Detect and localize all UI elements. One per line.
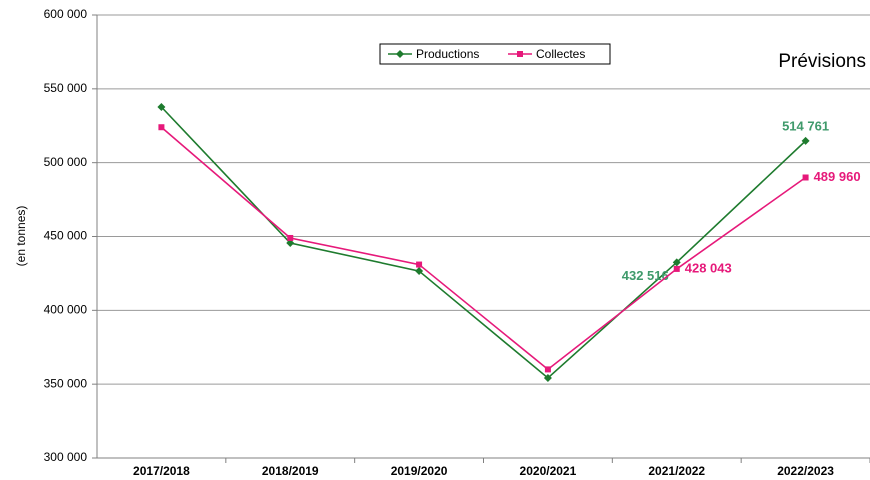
legend-box [379,43,611,65]
marker [673,265,680,272]
marker [157,102,166,111]
marker [517,51,523,57]
marker [543,373,552,382]
y-tick-label: 350 000 [44,376,88,390]
y-tick-label: 300 000 [44,450,88,464]
y-axis-label: (en tonnes) [14,206,28,267]
x-tick-label: 2022/2023 [777,464,834,478]
series-line [160,106,807,380]
marker [415,267,424,276]
marker [396,50,404,58]
marker [802,174,809,181]
marker [544,366,551,373]
data-label: 428 043 [685,260,732,275]
y-tick-label: 400 000 [44,303,88,317]
marker [158,124,165,131]
legend: Productions Collectes [379,43,611,65]
data-label: 514 761 [782,118,829,133]
marker [416,261,423,268]
y-tick-label: 500 000 [44,155,88,169]
x-tick-label: 2019/2020 [391,464,448,478]
marker [286,238,295,247]
x-tick-label: 2021/2022 [648,464,705,478]
x-tick-label: 2018/2019 [262,464,319,478]
data-label: 489 960 [814,169,861,184]
legend-label: Productions [416,47,479,61]
x-tick-label: 2020/2021 [520,464,577,478]
y-tick-label: 450 000 [44,229,88,243]
legend-label: Collectes [536,47,585,61]
marker [801,136,810,145]
y-tick-label: 550 000 [44,81,88,95]
annotation: Prévisions [778,51,866,72]
marker [672,258,681,267]
data-label: 432 516 [622,268,669,283]
x-tick-label: 2017/2018 [133,464,190,478]
series: 428 043 489 960 [158,124,861,373]
series: 432 516 514 761 [157,102,829,382]
series-line [160,126,807,371]
y-tick-label: 600 000 [44,7,88,21]
marker [287,234,294,241]
